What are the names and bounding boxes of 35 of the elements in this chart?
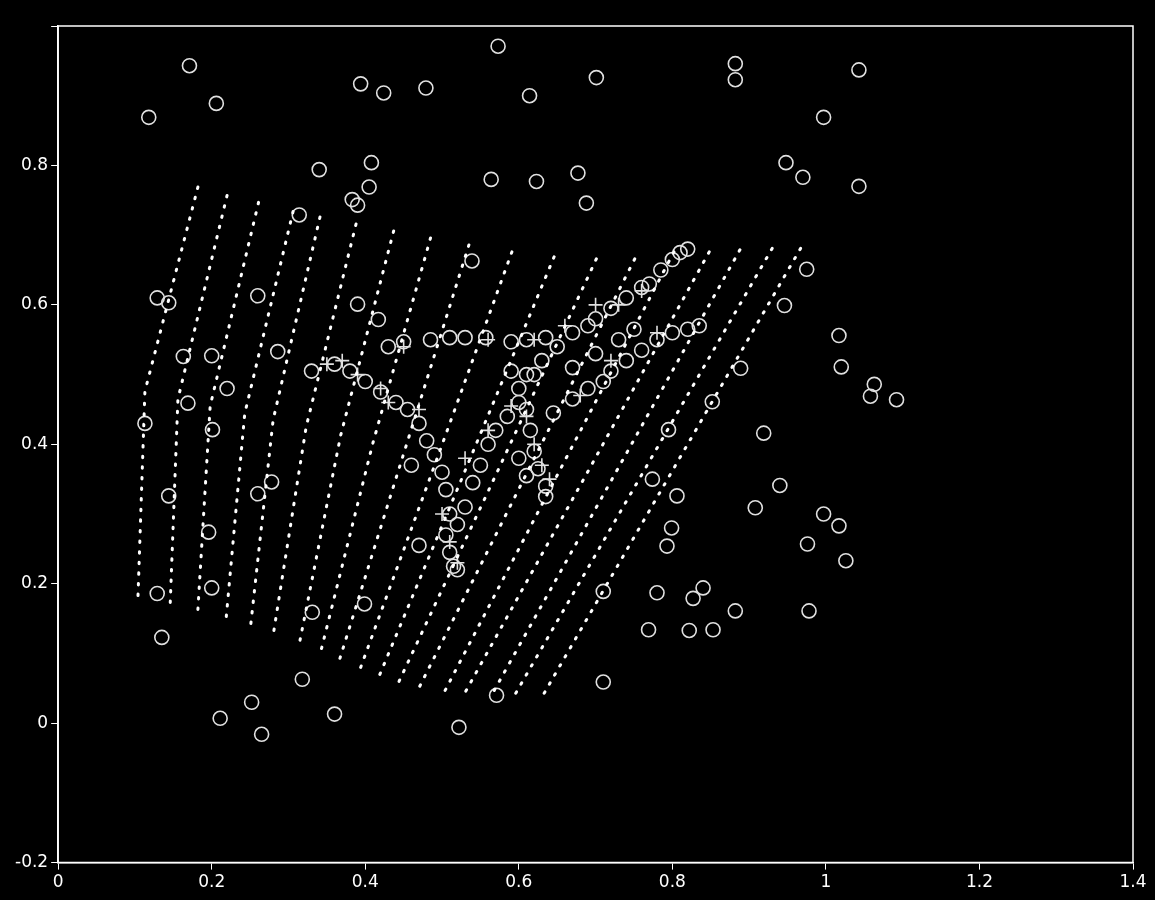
point bbox=[518, 408, 535, 425]
x-tick-label: 0 bbox=[52, 871, 64, 892]
y-tick-label: -0.2 bbox=[15, 851, 49, 872]
point bbox=[480, 422, 496, 439]
x-tick-label: 1.2 bbox=[965, 871, 993, 892]
point bbox=[380, 394, 397, 411]
point bbox=[457, 450, 473, 467]
point bbox=[434, 506, 450, 522]
x-tick-label: 0.8 bbox=[658, 871, 686, 892]
x-tick-label: 0.4 bbox=[351, 871, 379, 892]
x-tick-label: 0.2 bbox=[198, 871, 226, 892]
point bbox=[603, 352, 619, 369]
point bbox=[411, 401, 427, 418]
point bbox=[649, 324, 665, 341]
point bbox=[526, 436, 542, 453]
point bbox=[480, 331, 496, 348]
point bbox=[557, 317, 573, 334]
x-tick-label: 1 bbox=[820, 871, 832, 892]
point bbox=[541, 471, 558, 487]
point bbox=[526, 331, 542, 348]
x-tick-label: 0.6 bbox=[505, 871, 533, 892]
point bbox=[610, 297, 627, 313]
point bbox=[395, 338, 412, 355]
point bbox=[534, 457, 550, 474]
y-tick-label: 0 bbox=[37, 711, 49, 732]
point bbox=[319, 356, 335, 372]
point bbox=[334, 352, 351, 369]
y-tick-label: 0.6 bbox=[21, 293, 49, 314]
x-tick-label: 1.4 bbox=[1119, 871, 1147, 892]
y-tick-label: 0.8 bbox=[21, 153, 49, 174]
point bbox=[587, 297, 604, 313]
point bbox=[503, 398, 519, 414]
y-tick-label: 0.2 bbox=[21, 572, 49, 593]
point bbox=[441, 534, 458, 550]
y-tick-label: 0.4 bbox=[21, 432, 49, 453]
